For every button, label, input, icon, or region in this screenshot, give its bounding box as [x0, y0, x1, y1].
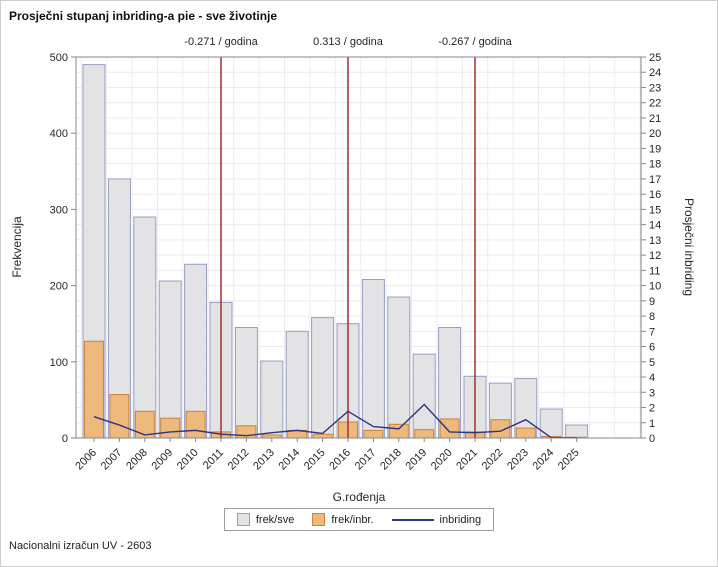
bar-frek-sve-2018 [387, 296, 411, 439]
right-tick-label: 18 [649, 159, 661, 171]
right-tick-label: 6 [649, 342, 655, 354]
right-tick-label: 14 [649, 220, 661, 232]
right-tick-label: 13 [649, 235, 661, 247]
right-tick-label: 8 [649, 311, 655, 323]
legend-line-swatch-inbriding [391, 518, 434, 521]
right-tick-label: 19 [649, 143, 661, 155]
x-tick-label: 2012 [226, 447, 252, 473]
left-axis-title: Frekvencija [10, 216, 24, 278]
reference-label-2021: -0.267 / godina [438, 36, 512, 48]
legend-label-frek-inbr: frek/inbr. [331, 513, 374, 526]
left-tick-label: 500 [50, 52, 68, 64]
x-tick-label: 2018 [378, 447, 404, 473]
reference-lines-layer: -0.271 / godina 0.313 / godina -0.267 / go… [184, 36, 513, 438]
x-tick-label: 2025 [556, 447, 582, 473]
x-tick-label: 2020 [429, 447, 455, 473]
x-tick-label: 2016 [327, 447, 353, 473]
x-tick-label: 2017 [353, 447, 379, 473]
legend-item-frek-sve: frek/sve [236, 513, 295, 526]
right-tick-label: 0 [649, 433, 655, 445]
right-tick-label: 24 [649, 67, 661, 79]
chart-title: Prosječni stupanj inbriding-a pie - sve … [9, 9, 278, 23]
bar-frek-inbr--2006 [84, 340, 104, 439]
x-axis-title: G.rođenja [333, 490, 386, 504]
reference-label-2016: 0.313 / godina [313, 36, 384, 48]
x-tick-label: 2015 [302, 447, 328, 473]
right-tick-label: 16 [649, 189, 661, 201]
legend-item-frek-inbr: frek/inbr. [312, 513, 374, 526]
right-axis-title: Prosječni inbriding [682, 198, 696, 296]
x-tick-label: 2007 [99, 447, 125, 473]
line-series-layer [93, 403, 577, 439]
x-tick-label: 2011 [201, 447, 226, 472]
right-tick-label: 15 [649, 204, 661, 216]
right-tick-label: 20 [649, 128, 661, 140]
right-tick-label: 12 [649, 250, 661, 262]
bar-frek-inbr--2009 [160, 417, 181, 439]
reference-label-2011: -0.271 / godina [184, 36, 258, 48]
bar-frek-inbr--2020 [439, 418, 460, 439]
left-tick-label: 0 [62, 433, 68, 445]
right-tick-label: 9 [649, 296, 655, 308]
left-tick-label: 400 [50, 128, 68, 140]
bar-frek-sve-2015 [311, 317, 335, 439]
x-tick-label: 2010 [175, 447, 201, 473]
right-tick-label: 2 [649, 403, 655, 415]
right-tick-label: 7 [649, 326, 655, 338]
right-tick-label: 21 [649, 113, 661, 125]
x-tick-label: 2019 [404, 447, 430, 473]
bar-frek-sve-2014 [285, 330, 309, 439]
bar-frek-sve-2009 [158, 280, 182, 439]
legend-swatch-frek-sve [236, 513, 250, 526]
bar-frek-sve-2025 [565, 424, 589, 439]
x-tick-label: 2022 [480, 447, 506, 473]
right-tick-label: 4 [649, 372, 655, 384]
x-tick-label: 2013 [251, 447, 277, 473]
x-tick-label: 2024 [531, 447, 557, 473]
legend-label-inbriding: inbriding [439, 513, 482, 526]
right-tick-label: 22 [649, 98, 661, 110]
legend-item-inbriding: inbriding [391, 513, 482, 526]
legend-label-frek-sve: frek/sve [255, 513, 295, 526]
x-tick-label: 2021 [454, 447, 480, 473]
bar-frek-inbr--2019 [414, 429, 435, 439]
x-tick-label: 2014 [277, 447, 303, 473]
bar-frek-sve-2012 [234, 327, 258, 439]
x-tick-label: 2009 [150, 447, 176, 473]
x-tick-label: 2008 [124, 447, 150, 473]
right-tick-label: 10 [649, 281, 661, 293]
left-tick-label: 100 [50, 357, 68, 369]
bar-frek-sve-2024 [539, 408, 563, 439]
x-tick-label: 2006 [73, 447, 99, 473]
right-tick-label: 11 [649, 265, 660, 277]
bar-frek-sve-2013 [260, 360, 284, 439]
plot-frame [75, 56, 642, 439]
right-tick-label: 25 [649, 52, 661, 64]
legend-swatch-frek-inbr [312, 513, 326, 526]
bar-frek-inbr--2023 [515, 427, 536, 439]
right-tick-label: 23 [649, 82, 661, 94]
line-series-inbriding [93, 403, 577, 439]
right-tick-label: 5 [649, 357, 655, 369]
bar-frek-inbr--2017 [363, 429, 384, 439]
bar-frek-inbr--2007 [109, 394, 130, 439]
x-tick-label: 2023 [505, 447, 531, 473]
legend: frek/sve frek/inbr. inbriding [1, 508, 717, 531]
bar-frek-sve-2008 [133, 216, 157, 439]
bar-frek-inbr--2015 [312, 433, 333, 439]
bar-frek-sve-2019 [412, 353, 436, 439]
bar-frek-sve-2017 [361, 279, 385, 439]
left-tick-label: 200 [50, 281, 68, 293]
legend-box: frek/sve frek/inbr. inbriding [223, 508, 495, 531]
bar-frek-inbr--2018 [388, 423, 409, 439]
left-tick-label: 300 [50, 204, 68, 216]
bar-frek-inbr--2010 [185, 410, 206, 439]
right-tick-label: 3 [649, 387, 655, 399]
footer-note: Nacionalni izračun UV - 2603 [9, 540, 152, 552]
right-tick-label: 1 [649, 418, 655, 430]
right-tick-label: 17 [649, 174, 661, 186]
